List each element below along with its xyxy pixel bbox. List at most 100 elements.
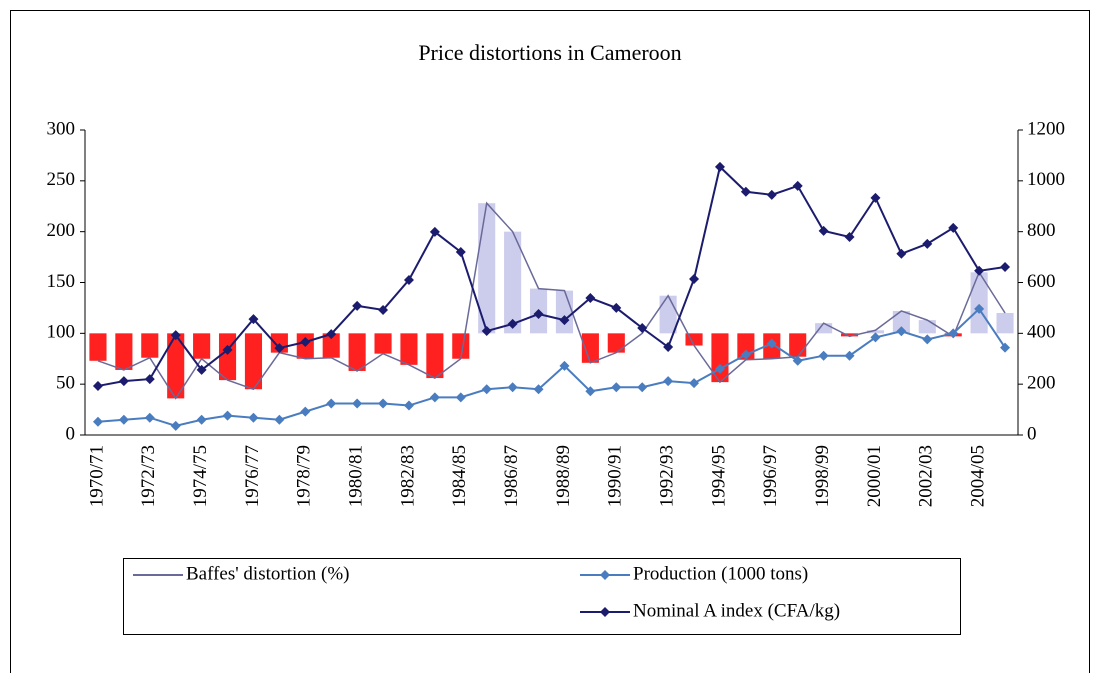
bar [374,333,392,354]
bar [815,323,833,334]
bar [452,333,470,359]
point [533,384,544,395]
bar [115,333,133,370]
bar [866,330,885,334]
point [378,304,389,315]
y2-tick-label: 200 [1027,373,1056,394]
x-tick-label: 1972/73 [138,445,159,507]
point [144,412,155,423]
legend-marker [600,607,610,617]
point [248,314,259,325]
point [455,392,466,403]
y2-tick-label: 0 [1027,423,1037,444]
point [144,374,155,385]
legend-box [123,558,961,635]
point [870,192,881,203]
y-tick-label: 0 [66,423,76,444]
bar [141,333,159,358]
bar [504,231,522,334]
point [896,248,907,259]
bar [193,333,211,359]
chart-title: Price distortions in Cameroon [418,40,681,65]
y-tick-label: 250 [47,169,76,190]
point [611,382,622,393]
x-tick-label: 1998/99 [812,445,833,507]
point [896,326,907,337]
x-tick-label: 1992/93 [656,445,677,507]
x-tick-label: 1986/87 [501,445,522,507]
point [222,344,233,355]
point [974,265,985,276]
point [559,360,570,371]
point [740,349,751,360]
y2-tick-label: 800 [1027,220,1056,241]
bar [400,333,418,365]
y2-tick-label: 1200 [1027,118,1065,139]
y-tick-label: 300 [47,118,76,139]
bar [659,295,677,334]
point [326,329,337,340]
bar [840,333,859,337]
bar [478,203,496,334]
point [818,225,829,236]
x-tick-label: 2002/03 [916,445,937,507]
bar [892,310,910,334]
bar [970,272,988,334]
point [378,398,389,409]
bar [244,333,263,390]
point [922,334,933,345]
bar [322,333,340,358]
point [1000,342,1011,353]
point [611,302,622,313]
bar [555,290,574,334]
x-tick-label: 1980/81 [345,445,366,507]
bar [218,333,237,381]
point [922,238,933,249]
point [792,355,803,366]
point [300,406,311,417]
bar [918,320,936,334]
point [170,420,181,431]
point [948,222,959,233]
point [974,303,985,314]
point [481,326,492,337]
point [481,384,492,395]
point [792,180,803,191]
point [222,410,233,421]
y-tick-label: 100 [47,322,76,343]
bar [581,333,599,363]
point [559,315,570,326]
point [585,386,596,397]
point [429,392,440,403]
point [352,300,363,311]
y2-tick-label: 1000 [1027,169,1065,190]
point [766,189,777,200]
bar [89,333,107,361]
point [663,376,674,387]
bar [711,333,729,383]
point [274,414,285,425]
x-tick-label: 1988/89 [553,445,574,507]
point [533,309,544,320]
point [948,328,959,339]
point [844,350,855,361]
bar [996,313,1014,334]
point [274,343,285,354]
point [92,416,103,427]
x-tick-label: 1982/83 [397,445,418,507]
bar [348,333,366,371]
point [118,376,129,387]
point [740,186,751,197]
point [403,400,414,411]
point [714,161,725,172]
point [300,336,311,347]
series-line [97,164,1006,387]
point [326,398,337,409]
legend-label: Nominal A index (CFA/kg) [633,600,840,621]
point [92,380,103,391]
y-tick-label: 200 [47,220,76,241]
y2-tick-label: 600 [1027,271,1056,292]
point [585,293,596,304]
x-tick-label: 2000/01 [864,445,885,507]
